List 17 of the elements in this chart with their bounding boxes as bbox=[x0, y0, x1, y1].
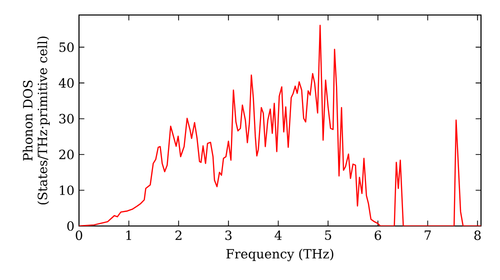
y-axis-title: Phonon DOS (States/THz·primitive cell) bbox=[22, 36, 50, 204]
y-tick-label: 40 bbox=[58, 78, 74, 88]
x-axis-title: Frequency (THz) bbox=[226, 248, 334, 262]
x-tick-label: 2 bbox=[175, 230, 182, 240]
y-tick-label: 50 bbox=[59, 42, 74, 52]
x-tick-label: 6 bbox=[374, 230, 382, 240]
x-tick-label: 8 bbox=[474, 230, 481, 240]
x-tick-label: 0 bbox=[76, 230, 82, 240]
y-tick-label: 0 bbox=[67, 221, 74, 231]
x-tick-label: 3 bbox=[225, 230, 232, 240]
y-tick-label: 30 bbox=[59, 114, 74, 124]
x-tick-label: 7 bbox=[424, 230, 431, 240]
x-tick-label: 5 bbox=[325, 230, 332, 240]
x-tick-label: 4 bbox=[274, 230, 282, 240]
y-tick-label: 10 bbox=[60, 185, 74, 196]
y-tick-label: 20 bbox=[59, 150, 74, 160]
x-tick-label: 1 bbox=[126, 230, 132, 240]
